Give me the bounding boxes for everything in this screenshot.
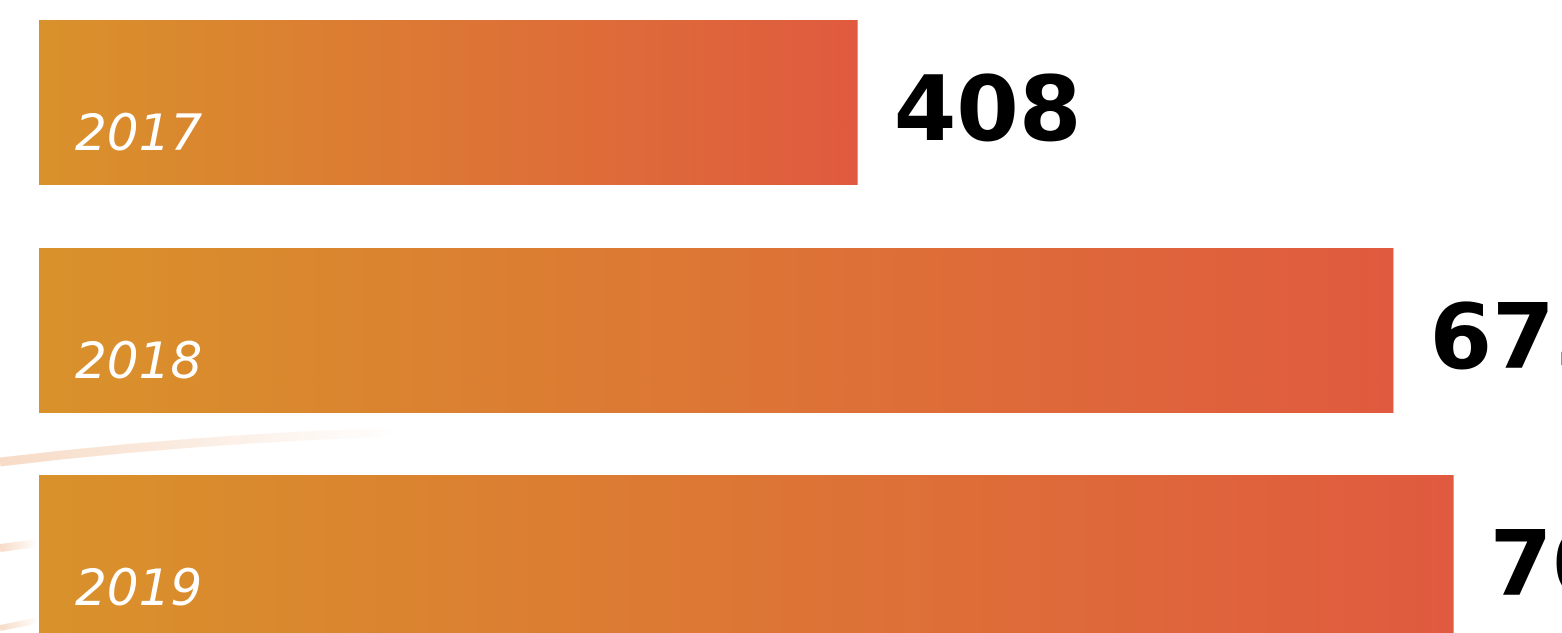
- bar-2017: [39, 20, 858, 185]
- category-label-2018: 2018: [75, 332, 202, 390]
- bar-2019: [39, 475, 1454, 633]
- value-label-2018: 675: [1429, 285, 1562, 390]
- category-label-2017: 2017: [75, 104, 202, 162]
- value-label-2019: 705: [1490, 512, 1562, 617]
- value-label-2017: 408: [894, 57, 1082, 162]
- bar-2018: [39, 248, 1394, 413]
- category-label-2019: 2019: [75, 559, 202, 617]
